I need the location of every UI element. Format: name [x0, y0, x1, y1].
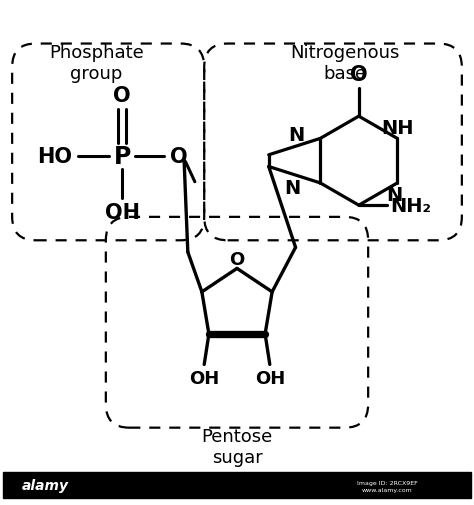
Text: Phosphate
group: Phosphate group	[49, 44, 144, 82]
Text: O: O	[229, 250, 245, 269]
Text: P: P	[114, 144, 131, 169]
Text: NH₂: NH₂	[390, 196, 431, 215]
Text: alamy: alamy	[21, 478, 68, 492]
Text: www.alamy.com: www.alamy.com	[362, 487, 412, 492]
Text: OH: OH	[255, 370, 285, 388]
Text: NH: NH	[382, 119, 414, 137]
Text: HO: HO	[37, 146, 72, 167]
Text: OH: OH	[105, 203, 140, 223]
Text: Nitrogenous
base: Nitrogenous base	[290, 44, 400, 82]
Text: Image ID: 2RCX9EF: Image ID: 2RCX9EF	[356, 480, 417, 485]
Text: N: N	[284, 179, 300, 198]
Text: N: N	[386, 185, 402, 204]
Text: Pentose
sugar: Pentose sugar	[201, 427, 273, 466]
Text: O: O	[113, 86, 131, 106]
Bar	[3, 472, 471, 498]
Text: OH: OH	[189, 370, 219, 388]
Text: O: O	[170, 146, 187, 167]
Text: O: O	[350, 65, 368, 85]
Text: N: N	[289, 126, 305, 145]
